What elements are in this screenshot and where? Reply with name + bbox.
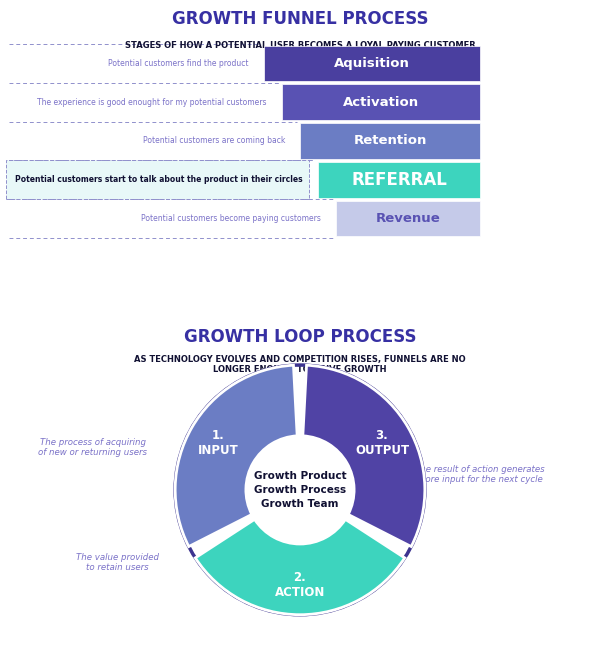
Text: Potential customers are coming back: Potential customers are coming back xyxy=(143,136,285,146)
FancyBboxPatch shape xyxy=(318,162,480,197)
Wedge shape xyxy=(303,365,425,547)
Text: 3.
OUTPUT: 3. OUTPUT xyxy=(355,428,409,457)
Text: 1.
INPUT: 1. INPUT xyxy=(197,428,238,457)
Text: The experience is good enought for my potential customers: The experience is good enought for my po… xyxy=(37,97,267,107)
FancyBboxPatch shape xyxy=(282,84,480,120)
FancyBboxPatch shape xyxy=(336,201,480,236)
Circle shape xyxy=(247,437,353,543)
FancyBboxPatch shape xyxy=(300,123,480,159)
Text: STAGES OF HOW A POTENTIAL USER BECOMES A LOYAL PAYING CUSTOMER: STAGES OF HOW A POTENTIAL USER BECOMES A… xyxy=(125,40,475,50)
Text: The value provided
to retain users: The value provided to retain users xyxy=(76,553,158,572)
Text: Activation: Activation xyxy=(343,95,419,109)
Text: Retention: Retention xyxy=(353,134,427,148)
Text: The result of action generates
more input for the next cycle: The result of action generates more inpu… xyxy=(415,465,545,485)
Text: Potential customers become paying customers: Potential customers become paying custom… xyxy=(141,214,321,223)
Text: AS TECHNOLOGY EVOLVES AND COMPETITION RISES, FUNNELS ARE NO
LONGER ENOUGH TO DRI: AS TECHNOLOGY EVOLVES AND COMPETITION RI… xyxy=(134,355,466,374)
Text: Aquisition: Aquisition xyxy=(334,57,410,70)
Text: REFERRAL: REFERRAL xyxy=(351,171,447,189)
Text: Revenue: Revenue xyxy=(376,212,440,225)
FancyBboxPatch shape xyxy=(264,46,480,81)
Text: 2.
ACTION: 2. ACTION xyxy=(275,571,325,598)
Text: GROWTH FUNNEL PROCESS: GROWTH FUNNEL PROCESS xyxy=(172,10,428,28)
Text: Potential customers start to talk about the product in their circles: Potential customers start to talk about … xyxy=(16,175,303,184)
Text: Potential customers find the product: Potential customers find the product xyxy=(109,59,249,68)
Wedge shape xyxy=(196,520,404,615)
FancyBboxPatch shape xyxy=(6,160,309,199)
Text: The process of acquiring
of new or returning users: The process of acquiring of new or retur… xyxy=(38,438,148,457)
Text: Growth Product
Growth Process
Growth Team: Growth Product Growth Process Growth Tea… xyxy=(254,471,346,509)
Wedge shape xyxy=(175,365,297,547)
Text: GROWTH LOOP PROCESS: GROWTH LOOP PROCESS xyxy=(184,328,416,346)
